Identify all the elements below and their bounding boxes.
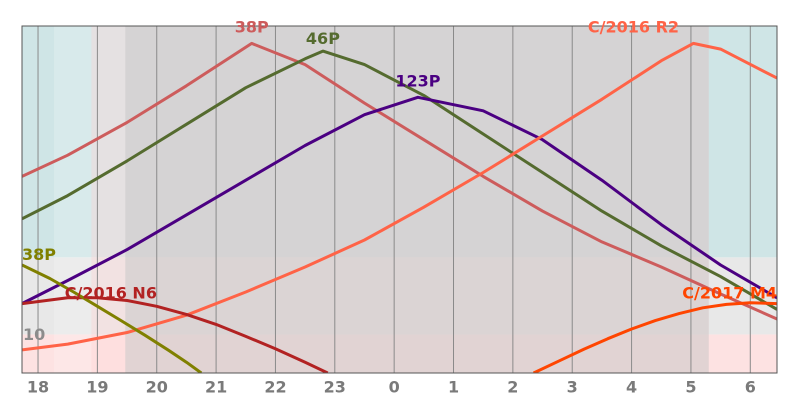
reference-lines: 10 (23, 325, 45, 344)
reference-line-label: 10 (23, 325, 45, 344)
x-tick-label: 6 (745, 378, 756, 397)
series-lines (22, 41, 777, 373)
series-label: C/2016 N6 (65, 284, 157, 303)
series-line-3 (22, 41, 777, 352)
series-label: C/2016 R2 (588, 18, 679, 37)
x-tick-label: 1 (448, 378, 459, 397)
series-line-5 (22, 263, 203, 373)
x-tick-label: 19 (86, 378, 108, 397)
series-label: C/2017 M4 (682, 284, 777, 303)
x-tick-label: 23 (324, 378, 346, 397)
x-tick-label: 3 (567, 378, 578, 397)
series-label: 38P (235, 18, 269, 37)
series-line-1 (22, 49, 777, 311)
plot-frame (21, 25, 778, 374)
x-tick-label: 2 (507, 378, 518, 397)
x-tick-label: 5 (685, 378, 696, 397)
x-tick-label: 4 (626, 378, 637, 397)
x-tick-label: 22 (264, 378, 286, 397)
x-tick-label: 20 (146, 378, 168, 397)
x-tick-label: 18 (27, 378, 49, 397)
series-label: 123P (395, 72, 440, 91)
x-tick-label: 21 (205, 378, 227, 397)
series-line-6 (532, 301, 777, 373)
x-tick-label: 0 (389, 378, 400, 397)
series-labels: 38P 46P 123P C/2016 R2 C/2016 N6 38P C/2017 M4 (22, 18, 777, 303)
series-label: 38P (22, 245, 56, 264)
background-bands (22, 26, 777, 373)
x-axis-ticks: 18 19 20 21 22 23 0 1 2 3 4 5 6 (27, 378, 756, 397)
series-line-4 (22, 296, 329, 373)
vertical-gridlines (37, 26, 751, 373)
series-line-2 (22, 95, 777, 305)
background-band-5 (125, 26, 709, 373)
series-label: 46P (306, 29, 340, 48)
series-line-0 (22, 41, 777, 321)
